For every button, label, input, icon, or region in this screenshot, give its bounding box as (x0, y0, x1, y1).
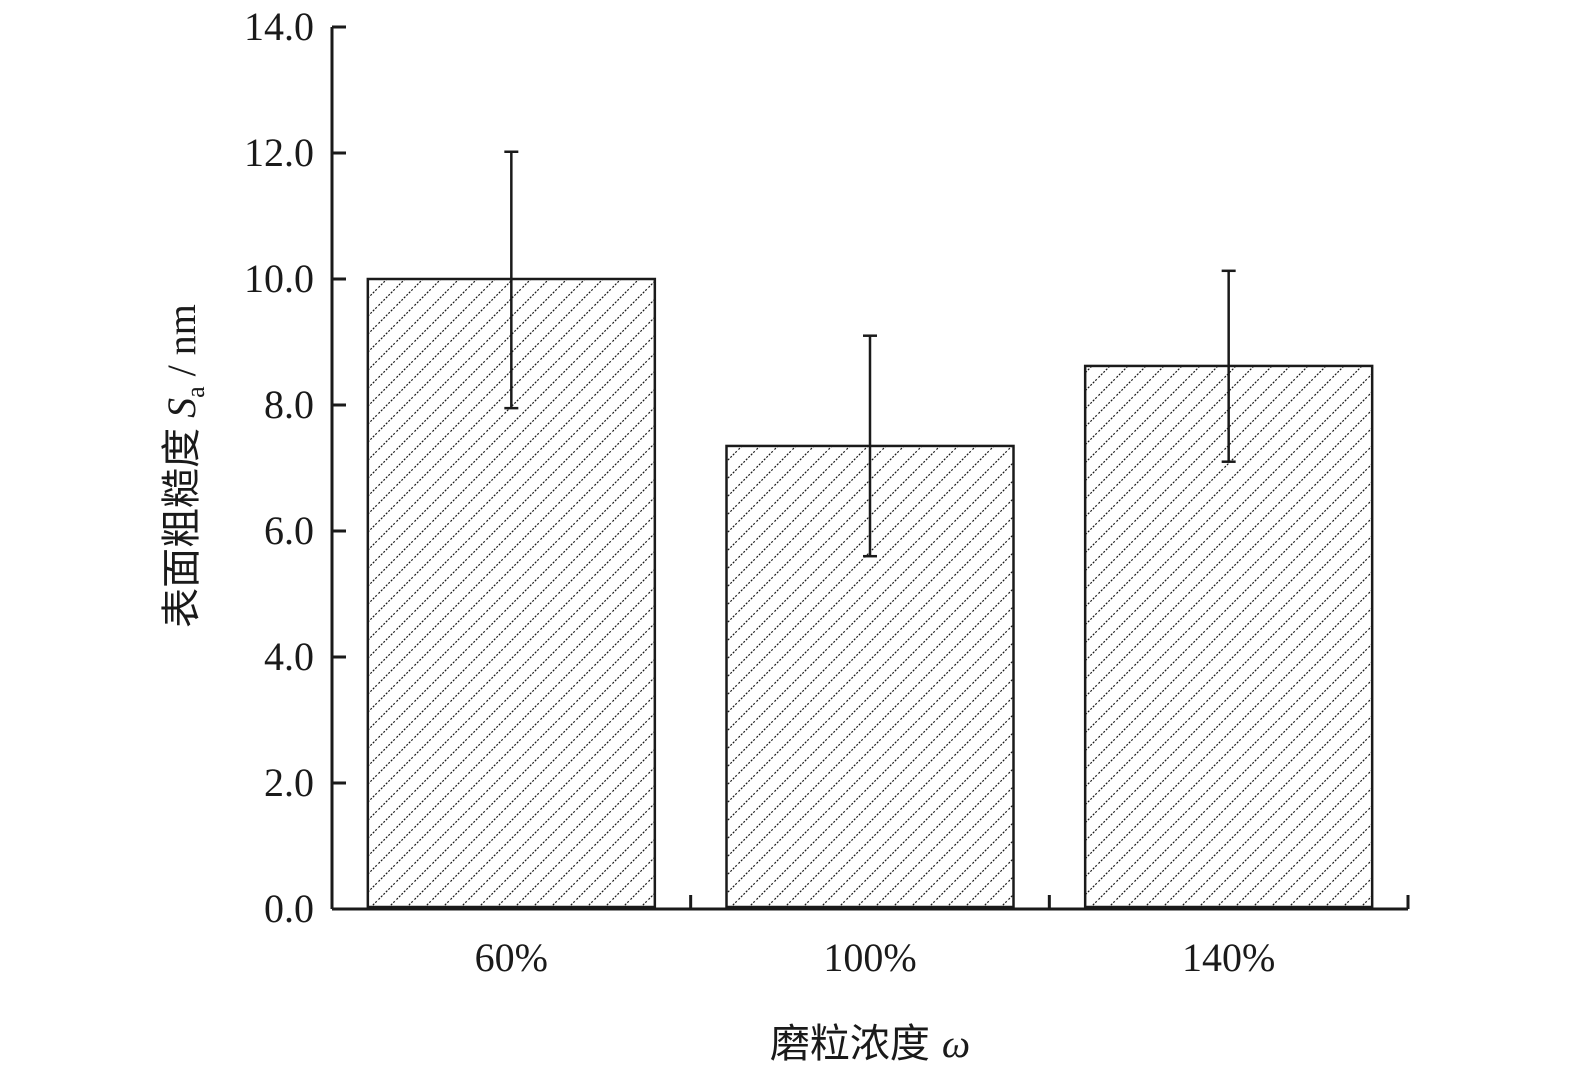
y-tick-label-1: 0.0 (264, 886, 314, 931)
y-axis-title-subscript: a (181, 386, 210, 398)
error-bars-layer (504, 150, 1236, 558)
y-tick-label-3: 4.0 (264, 634, 314, 679)
y-axis-title-symbol: S (159, 398, 204, 418)
x-tick-label-2: 100% (823, 935, 916, 980)
x-axis-title-symbol: ω (942, 1021, 970, 1066)
y-tick-label-7: 12.0 (244, 130, 314, 175)
x-axis-title: 磨粒浓度 ω (770, 1021, 970, 1066)
x-tick-label-3: 140% (1182, 935, 1275, 980)
y-tick-label-5: 8.0 (264, 382, 314, 427)
y-axis-title: 表面粗糙度 Sa / nm (159, 304, 210, 628)
labels-layer: 磨粒浓度 ω 表面粗糙度 Sa / nm (159, 304, 970, 1066)
y-axis-title-text: 表面粗糙度 (159, 428, 204, 628)
y-tick-label-2: 2.0 (264, 760, 314, 805)
y-axis-title-unit: / nm (159, 304, 204, 376)
x-tick-label-1: 60% (475, 935, 548, 980)
y-tick-label-4: 6.0 (264, 508, 314, 553)
y-tick-label-6: 10.0 (244, 256, 314, 301)
axes-layer: 60% 100% 140% 0.0 2.0 4.0 6.0 8.0 10.0 12.0 14.0 (244, 4, 1410, 980)
y-tick-label-8: 14.0 (244, 4, 314, 49)
x-axis-title-text: 磨粒浓度 (770, 1021, 930, 1066)
